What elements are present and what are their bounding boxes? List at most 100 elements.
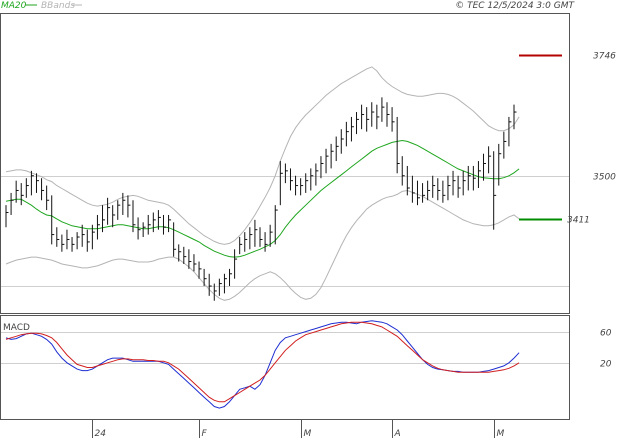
ohlc-bar bbox=[442, 180, 446, 203]
ohlc-bar bbox=[513, 104, 517, 130]
price-level-label: 3411 bbox=[567, 216, 590, 226]
ohlc-bar bbox=[305, 173, 309, 193]
ohlc-bar bbox=[381, 97, 385, 122]
macd-line bbox=[5, 320, 520, 409]
ohlc-bar bbox=[244, 232, 248, 252]
ohlc-bar bbox=[340, 129, 344, 154]
ohlc-bar bbox=[198, 261, 202, 279]
ohlc-bar bbox=[503, 131, 507, 159]
ohlc-bar bbox=[51, 195, 55, 245]
ohlc-bar bbox=[91, 224, 95, 250]
ohlc-bar bbox=[208, 273, 212, 296]
ohlc-bar bbox=[203, 268, 207, 287]
ohlc-bar bbox=[61, 234, 65, 252]
ohlc-bar bbox=[376, 104, 380, 130]
ohlc-bar bbox=[178, 244, 182, 262]
ohlc-bar bbox=[259, 227, 263, 247]
ma20-line bbox=[5, 139, 520, 258]
ohlc-bar bbox=[457, 175, 461, 198]
ohlc-bar bbox=[488, 146, 492, 174]
ohlc-bar bbox=[46, 185, 50, 211]
ohlc-bar bbox=[401, 156, 405, 186]
ohlc-bar bbox=[493, 151, 497, 230]
ohlc-bar bbox=[371, 102, 375, 127]
ohlc-bar bbox=[86, 229, 90, 252]
ohlc-bar bbox=[498, 143, 502, 186]
ohlc-bar bbox=[416, 180, 420, 206]
x-tick: 24 bbox=[92, 419, 106, 439]
macd-gridlines bbox=[1, 332, 569, 364]
price-axis-ticks: 3500 bbox=[593, 173, 616, 183]
price-panel bbox=[0, 13, 570, 314]
legend-bbands-label: BBands bbox=[41, 1, 75, 11]
ohlc-bar bbox=[15, 180, 19, 203]
price-panel-frame bbox=[0, 13, 570, 314]
ohlc-bar bbox=[254, 219, 258, 247]
ohlc-bar bbox=[102, 205, 106, 233]
ohlc-bar bbox=[427, 180, 431, 201]
ohlc-bar bbox=[112, 205, 116, 228]
ohlc-bar bbox=[447, 175, 451, 201]
bollinger-bands bbox=[5, 66, 520, 301]
ohlc-bar bbox=[391, 107, 395, 132]
ohlc-bar bbox=[168, 214, 172, 233]
x-axis: 24 F M A M bbox=[0, 419, 570, 439]
bbands-lower-line bbox=[5, 189, 520, 301]
ohlc-bar bbox=[71, 237, 75, 252]
x-tick-label: A bbox=[394, 429, 401, 439]
ohlc-bar bbox=[132, 200, 136, 233]
price-levels: 3746 3411 bbox=[519, 52, 616, 226]
ohlc-bar bbox=[289, 168, 293, 191]
bbands-upper-line bbox=[5, 66, 520, 245]
ohlc-bar bbox=[147, 214, 151, 235]
ohlc-bar bbox=[295, 175, 299, 196]
macd-tick-label: 60 bbox=[600, 329, 612, 339]
ohlc-bar bbox=[35, 173, 39, 193]
legend-ma20-label: MA20 bbox=[1, 1, 27, 11]
x-tick: A bbox=[392, 419, 401, 439]
ohlc-bar bbox=[30, 170, 34, 196]
ohlc-bar bbox=[218, 278, 222, 296]
ohlc-bar bbox=[229, 268, 233, 287]
macd-signal-line bbox=[5, 321, 520, 403]
ohlc-bar bbox=[350, 116, 354, 142]
ohlc-bar bbox=[315, 163, 319, 186]
ohlc-bar bbox=[41, 178, 45, 201]
copyright-timestamp: © TEC 12/5/2024 3:0 GMT bbox=[455, 1, 575, 11]
ohlc-bar bbox=[20, 183, 24, 206]
x-tick: F bbox=[199, 419, 208, 439]
ohlc-bar bbox=[223, 273, 227, 294]
ohlc-bar bbox=[193, 254, 197, 272]
ohlc-bar bbox=[477, 161, 481, 189]
ohlc-bar bbox=[310, 168, 314, 191]
x-tick-label: M bbox=[304, 429, 312, 439]
ohlc-bar bbox=[56, 227, 60, 247]
ohlc-bar bbox=[467, 165, 471, 191]
ohlc-bar bbox=[279, 161, 283, 206]
macd-tick-label: 20 bbox=[600, 360, 612, 370]
ohlc-bar bbox=[173, 222, 177, 257]
ohlc-bar bbox=[264, 232, 268, 252]
macd-axis-ticks: 60 20 bbox=[600, 329, 612, 370]
ohlc-bar bbox=[386, 102, 390, 127]
macd-title: MACD bbox=[3, 323, 30, 333]
ohlc-bar bbox=[239, 237, 243, 255]
x-tick-label: F bbox=[202, 429, 208, 439]
ohlc-bar bbox=[10, 192, 14, 215]
ohlc-bar bbox=[183, 246, 187, 264]
ohlc-bar bbox=[25, 178, 29, 198]
ohlc-bar bbox=[234, 249, 238, 279]
ohlc-bar bbox=[188, 249, 192, 269]
price-level-label: 3746 bbox=[593, 52, 616, 62]
ohlc-bar bbox=[142, 222, 146, 238]
ohlc-bar bbox=[162, 214, 166, 235]
price-level: 3746 bbox=[519, 52, 616, 62]
ohlc-bars bbox=[5, 97, 517, 301]
ohlc-bar bbox=[96, 214, 100, 240]
ohlc-bar bbox=[66, 229, 70, 250]
price-level: 3411 bbox=[519, 216, 590, 226]
ohlc-bar bbox=[5, 205, 9, 228]
ohlc-bar bbox=[117, 200, 121, 220]
ohlc-bar bbox=[411, 175, 415, 203]
ohlc-bar bbox=[422, 183, 426, 203]
